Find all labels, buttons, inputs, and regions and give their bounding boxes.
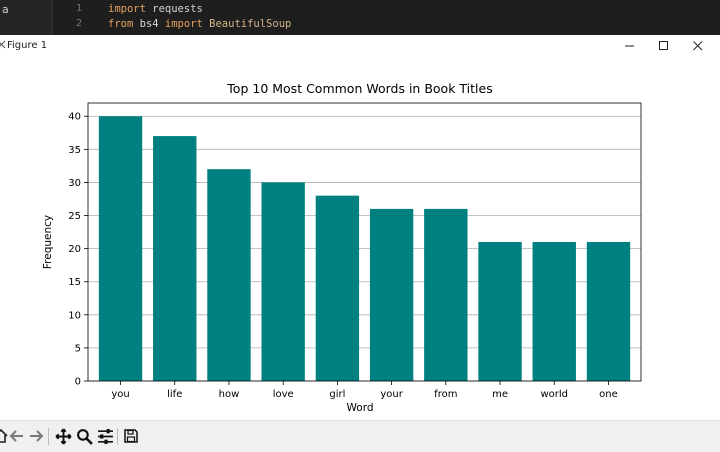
bar (207, 169, 251, 381)
maximize-button[interactable] (647, 35, 681, 57)
forward-button[interactable] (27, 427, 45, 445)
save-icon (124, 429, 138, 443)
back-arrow-icon (9, 430, 23, 442)
save-button[interactable] (122, 427, 140, 445)
y-tick-label: 30 (68, 178, 81, 189)
code-keyword: from (108, 18, 134, 30)
configure-subplots-icon (97, 428, 113, 444)
y-tick-label: 5 (75, 343, 81, 354)
y-tick-label: 35 (68, 145, 81, 156)
x-axis-label: Word (347, 402, 374, 414)
code-line-2[interactable]: from bs4 import BeautifulSoup (108, 18, 291, 30)
line-number: 1 (75, 3, 82, 14)
maximize-icon (659, 41, 668, 50)
toolbar-separator (48, 428, 49, 445)
zoom-button[interactable] (75, 427, 93, 445)
forward-arrow-icon (30, 430, 44, 442)
y-tick-label: 20 (68, 244, 81, 255)
minimize-button[interactable] (613, 35, 647, 57)
editor-sidebar: a (0, 0, 53, 36)
bar (532, 242, 576, 381)
code-text: bs4 (133, 18, 165, 30)
navigation-toolbar (0, 420, 720, 452)
figure-app-icon (0, 40, 6, 49)
zoom-icon (76, 428, 93, 445)
close-icon (693, 41, 703, 51)
configure-subplots-button[interactable] (96, 427, 114, 445)
back-button[interactable] (8, 427, 26, 445)
window-titlebar[interactable]: Figure 1 (0, 35, 720, 57)
y-tick-label: 0 (75, 377, 81, 388)
pan-icon (54, 427, 72, 445)
plot-area-frame (87, 102, 642, 382)
code-text: requests (145, 3, 203, 15)
x-tick-label: one (599, 389, 618, 400)
y-tick-label: 40 (68, 112, 81, 123)
x-tick-label: life (167, 389, 182, 400)
y-tick-label: 15 (68, 277, 81, 288)
x-tick-label: you (111, 389, 129, 400)
x-tick-label: your (380, 389, 403, 400)
bar (369, 208, 414, 381)
code-keyword: import (108, 3, 146, 15)
x-tick-label: me (492, 389, 508, 400)
y-tick-label: 25 (68, 211, 81, 222)
close-button[interactable] (681, 35, 715, 57)
x-tick-label: love (273, 389, 294, 400)
chart-title: Top 10 Most Common Words in Book Titles (226, 81, 492, 96)
bar (315, 195, 360, 381)
sidebar-label: a (2, 3, 9, 16)
home-icon (0, 428, 8, 443)
x-tick-label: girl (329, 389, 345, 400)
code-editor-background: a 1 import requests 2 from bs4 import Be… (0, 0, 720, 36)
bar (98, 116, 143, 381)
pan-button[interactable] (54, 427, 72, 445)
bar-chart: 0 5 10 15 20 25 30 35 40 you life how love girl your fr… (42, 81, 642, 414)
bar (586, 242, 631, 381)
code-line-1[interactable]: import requests (108, 3, 203, 15)
figure-canvas[interactable]: 0 5 10 15 20 25 30 35 40 you life how love girl your fr… (0, 57, 720, 420)
x-tick-label: how (219, 389, 240, 400)
bar (478, 242, 522, 381)
y-axis-label: Frequency (42, 215, 54, 269)
home-button[interactable] (0, 427, 10, 445)
y-tick-label: 10 (68, 310, 81, 321)
bar (261, 182, 305, 381)
x-tick-label: from (434, 389, 457, 400)
toolbar-separator (117, 428, 118, 445)
figure-window: Figure 1 0 5 10 15 20 25 30 35 40 you life how love g… (0, 35, 720, 452)
code-text: BeautifulSoup (202, 18, 292, 30)
window-title: Figure 1 (7, 40, 48, 51)
code-keyword: import (164, 18, 203, 30)
bar (153, 136, 197, 381)
line-number: 2 (75, 18, 82, 29)
bar (424, 208, 468, 381)
minimize-icon (625, 45, 634, 47)
x-tick-label: world (540, 389, 568, 400)
